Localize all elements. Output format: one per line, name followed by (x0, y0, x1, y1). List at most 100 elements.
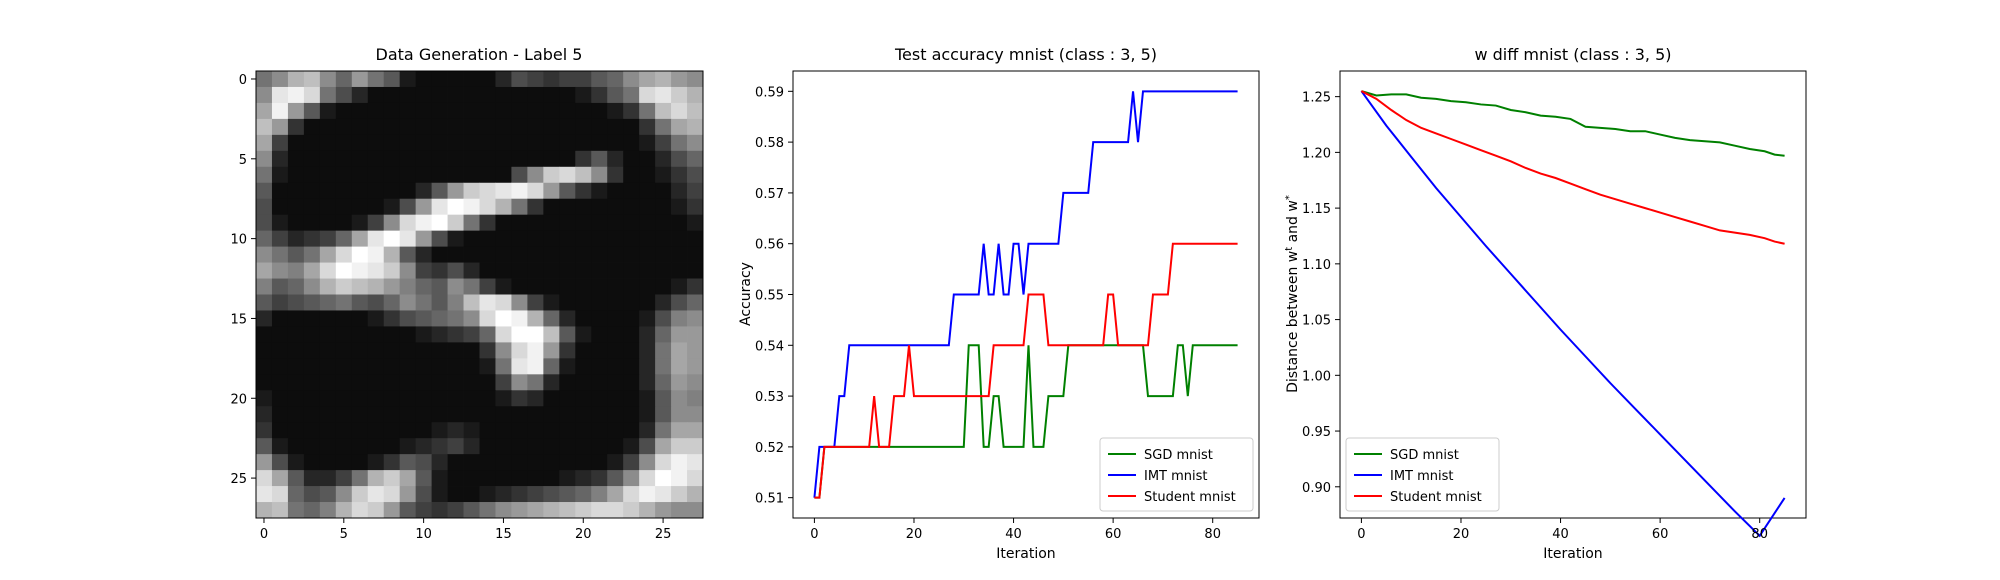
heatmap-cell (671, 454, 688, 471)
heatmap-cell (527, 86, 544, 104)
y-tick-label: 1.15 (1302, 202, 1331, 217)
heatmap-cell (591, 470, 608, 487)
heatmap-cell (271, 150, 289, 168)
accuracy-x-axis-label: Iteration (996, 546, 1055, 562)
heatmap-cell (463, 390, 480, 407)
heatmap-cell (351, 470, 369, 487)
heatmap-x-ticks: 0 5 10 15 20 25 (260, 518, 671, 542)
heatmap-cell (591, 278, 608, 295)
x-tick-label: 0 (1357, 527, 1365, 542)
heatmap-cell (367, 246, 385, 263)
heatmap-cell (639, 102, 656, 120)
heatmap-cell (367, 71, 385, 88)
heatmap-cell (607, 470, 624, 487)
heatmap-cell (319, 374, 337, 391)
heatmap-cell (687, 246, 704, 263)
heatmap-cell (351, 502, 369, 519)
heatmap-cell (591, 150, 608, 168)
wdiff-legend-box (1345, 437, 1500, 512)
heatmap-cell (271, 182, 289, 200)
heatmap-cell (607, 374, 624, 391)
heatmap-cell (463, 262, 480, 279)
heatmap-cell (271, 278, 289, 295)
heatmap-cell (495, 470, 512, 487)
heatmap-cell (671, 278, 688, 295)
heatmap-cell (639, 166, 656, 184)
heatmap-cell (479, 278, 496, 295)
legend-label-student: Student mnist (1144, 490, 1236, 505)
heatmap-cell (319, 102, 337, 120)
heatmap-cell (415, 86, 432, 104)
wdiff-x-axis-label: Iteration (1543, 546, 1602, 562)
heatmap-cell (511, 102, 528, 120)
heatmap-cell (287, 470, 305, 487)
heatmap-cell (575, 406, 592, 423)
heatmap-cell (431, 246, 448, 263)
heatmap-cell (559, 470, 576, 487)
heatmap-cell (687, 166, 704, 184)
heatmap-cell (655, 310, 672, 327)
heatmap-cell (447, 486, 464, 503)
heatmap-cell (256, 102, 273, 120)
heatmap-cell (367, 230, 385, 247)
heatmap-cell (623, 71, 640, 88)
heatmap-cell (671, 310, 688, 327)
heatmap-cell (256, 342, 273, 359)
heatmap-cell (495, 230, 512, 247)
heatmap-cell (575, 71, 592, 88)
heatmap-cell (431, 486, 448, 503)
heatmap-cell (287, 278, 305, 295)
heatmap-cell (671, 166, 688, 184)
heatmap-cell (559, 454, 576, 471)
heatmap-cell (495, 214, 512, 232)
heatmap-cell (639, 198, 656, 216)
heatmap-cell (287, 214, 305, 232)
heatmap-cell (256, 294, 273, 311)
heatmap-cell (271, 102, 289, 120)
heatmap-cell (383, 71, 401, 88)
heatmap-cell (351, 310, 369, 327)
heatmap-cell (543, 406, 560, 423)
heatmap-cell (687, 182, 704, 200)
heatmap-cell (607, 310, 624, 327)
heatmap-cell (511, 374, 528, 391)
heatmap-cell (495, 134, 512, 152)
heatmap-cell (431, 310, 448, 327)
heatmap-cell (495, 422, 512, 439)
y-tick-label: 10 (230, 233, 247, 248)
heatmap-cell (256, 118, 273, 136)
heatmap-cell (431, 326, 448, 343)
heatmap-cell (463, 150, 480, 168)
accuracy-y-axis-label: Accuracy (738, 262, 754, 326)
heatmap-cell (495, 310, 512, 327)
heatmap-cell (543, 182, 560, 200)
series-line-imt-mnist (1360, 90, 1786, 538)
heatmap-cell (575, 502, 592, 519)
heatmap-cell (543, 262, 560, 279)
heatmap-cell (671, 262, 688, 279)
heatmap-cell (623, 166, 640, 184)
heatmap-cell (463, 198, 480, 216)
heatmap-cell (687, 374, 704, 391)
heatmap-cell (479, 118, 496, 136)
heatmap-cell (623, 118, 640, 136)
heatmap-cell (575, 214, 592, 232)
heatmap-cell (543, 118, 560, 136)
heatmap-cell (415, 358, 432, 375)
heatmap-cell (495, 246, 512, 263)
heatmap-cell (527, 422, 544, 439)
heatmap-cell (607, 166, 624, 184)
heatmap-cell (623, 438, 640, 455)
heatmap-cell (399, 470, 417, 487)
heatmap-cell (303, 390, 321, 407)
heatmap-cell (623, 150, 640, 168)
heatmap-cell (527, 278, 544, 295)
heatmap-cell (399, 262, 417, 279)
accuracy-y-ticks: 0.51 0.52 0.53 0.54 0.55 0.56 0.57 0.58 0.59 (755, 85, 793, 507)
x-tick-label: 60 (1105, 527, 1122, 542)
heatmap-cell (543, 326, 560, 343)
y-tick-label: 0.55 (755, 289, 784, 304)
heatmap-cell (511, 326, 528, 343)
heatmap-cell (671, 406, 688, 423)
heatmap-cell (575, 454, 592, 471)
